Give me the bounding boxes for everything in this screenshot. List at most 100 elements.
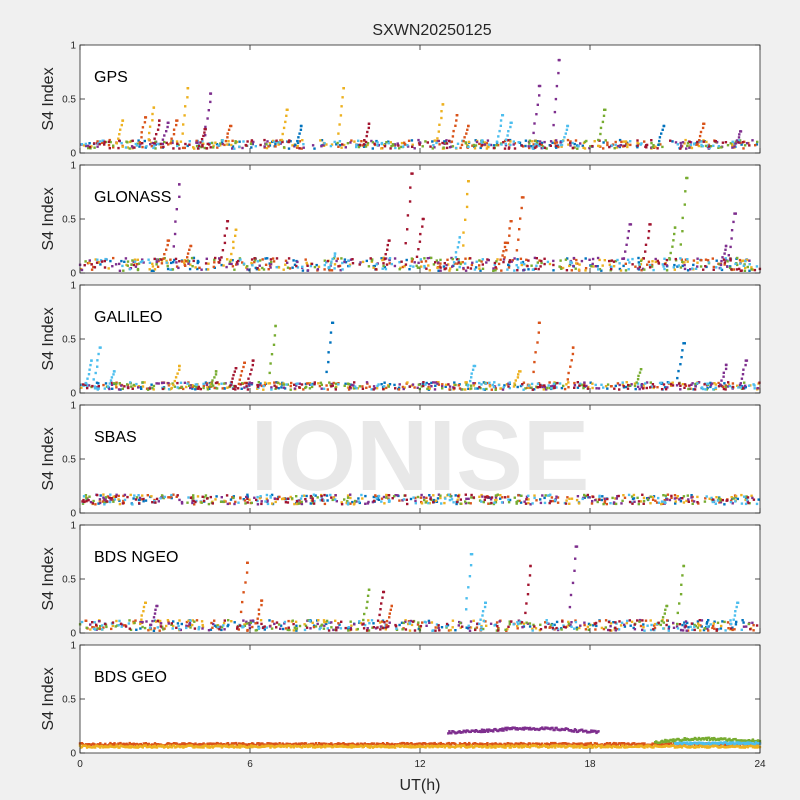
data-point xyxy=(207,109,210,112)
data-point xyxy=(447,629,451,632)
data-point xyxy=(421,743,424,746)
data-point xyxy=(210,382,214,385)
data-point xyxy=(432,629,435,632)
data-point xyxy=(567,620,570,624)
data-point xyxy=(380,497,384,500)
data-point xyxy=(405,743,408,746)
data-point xyxy=(600,626,604,630)
data-point xyxy=(412,496,415,499)
data-point xyxy=(104,496,108,499)
data-point xyxy=(743,144,747,147)
data-point xyxy=(88,495,91,498)
data-point xyxy=(721,141,725,144)
data-point xyxy=(80,268,84,272)
data-point xyxy=(141,145,144,149)
data-point xyxy=(334,388,337,391)
data-point xyxy=(417,248,420,251)
data-point xyxy=(524,387,527,390)
data-point xyxy=(111,265,114,268)
data-point xyxy=(642,257,645,260)
data-point xyxy=(681,216,684,220)
data-point xyxy=(475,260,478,263)
data-point xyxy=(267,145,270,148)
data-point xyxy=(248,381,251,384)
data-point xyxy=(233,268,236,271)
data-point xyxy=(616,382,620,385)
data-point xyxy=(112,743,115,746)
data-point xyxy=(735,605,738,609)
data-point xyxy=(669,742,672,745)
data-point xyxy=(330,143,334,146)
data-point xyxy=(688,384,691,387)
data-point xyxy=(95,261,99,264)
data-point xyxy=(584,742,587,745)
axes-background xyxy=(80,165,760,273)
data-point xyxy=(196,267,199,271)
data-point xyxy=(599,126,603,130)
data-point xyxy=(332,628,335,632)
data-point xyxy=(231,377,234,380)
data-point xyxy=(689,268,692,271)
data-point xyxy=(699,629,702,632)
data-point xyxy=(516,621,519,624)
data-point xyxy=(176,494,179,497)
data-point xyxy=(681,383,685,386)
data-point xyxy=(232,496,235,500)
data-point xyxy=(651,498,655,501)
data-point xyxy=(659,143,662,146)
data-point xyxy=(173,232,177,236)
data-point xyxy=(543,262,546,266)
data-point xyxy=(269,362,272,365)
data-point xyxy=(174,220,177,223)
data-point xyxy=(393,383,396,387)
y-tick-label: 0 xyxy=(70,509,76,520)
data-point xyxy=(565,269,569,272)
data-point xyxy=(277,623,281,626)
data-point xyxy=(615,146,619,149)
data-point xyxy=(179,140,183,143)
data-point xyxy=(151,619,154,623)
data-point xyxy=(394,746,397,749)
data-point xyxy=(647,236,650,240)
data-point xyxy=(351,500,354,504)
data-point xyxy=(588,496,591,499)
data-point xyxy=(97,502,100,505)
data-point xyxy=(684,258,688,261)
data-point xyxy=(676,495,679,498)
data-point xyxy=(627,268,630,271)
data-point xyxy=(213,619,216,622)
data-point xyxy=(704,497,707,500)
data-point xyxy=(186,144,189,148)
data-point xyxy=(714,502,717,505)
data-point xyxy=(715,629,718,632)
data-point xyxy=(543,384,546,387)
data-point xyxy=(135,144,139,147)
data-point xyxy=(445,622,449,626)
data-point xyxy=(501,114,504,117)
data-point xyxy=(329,331,333,334)
data-point xyxy=(140,136,143,139)
data-point xyxy=(349,383,353,386)
data-point xyxy=(696,140,699,144)
data-point xyxy=(680,628,683,632)
data-point xyxy=(94,258,97,261)
data-point xyxy=(159,497,162,500)
data-point xyxy=(364,494,367,498)
data-point xyxy=(508,227,511,230)
data-point xyxy=(595,387,598,390)
data-point xyxy=(372,265,375,268)
data-point xyxy=(142,497,145,501)
data-point xyxy=(630,501,633,504)
data-point xyxy=(191,387,194,390)
data-point xyxy=(704,144,708,148)
data-point xyxy=(222,622,226,625)
data-point xyxy=(484,601,487,604)
data-point xyxy=(686,494,689,497)
data-points xyxy=(78,726,762,749)
data-point xyxy=(748,269,751,272)
data-point xyxy=(404,494,407,497)
data-point xyxy=(672,621,675,625)
data-point xyxy=(269,496,272,499)
data-point xyxy=(245,385,248,388)
data-point xyxy=(536,261,539,264)
